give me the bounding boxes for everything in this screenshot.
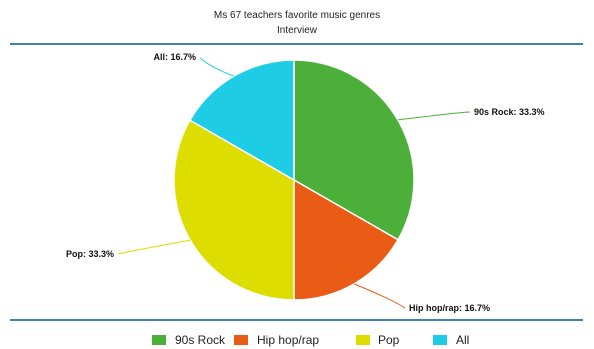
leader-hip-hop-rap — [353, 283, 406, 309]
legend-item-hip-hop-rap[interactable]: Hip hop/rap — [234, 333, 319, 347]
leader-pop — [117, 239, 191, 255]
slice-label-pop: Pop: 33.3% — [66, 249, 114, 259]
chart-title: Ms 67 teachers favorite music genres — [214, 10, 380, 21]
slice-label-all: All: 16.7% — [153, 52, 196, 62]
legend-swatch-90s-rock — [152, 335, 166, 345]
legend-swatch-all — [433, 335, 447, 345]
legend: 90s Rock Hip hop/rap Pop All — [152, 333, 469, 347]
legend-label-all: All — [456, 333, 469, 347]
slice-hip-hop-rap[interactable] — [293, 178, 400, 301]
slice-all[interactable] — [188, 59, 295, 182]
chart-subtitle: Interview — [277, 25, 318, 36]
legend-label-pop: Pop — [378, 333, 400, 347]
slice-label-hip-hop-rap: Hip hop/rap: 16.7% — [409, 303, 490, 313]
legend-label-90s-rock: 90s Rock — [175, 333, 226, 347]
legend-item-pop[interactable]: Pop — [356, 333, 400, 347]
legend-item-90s-rock[interactable]: 90s Rock — [152, 333, 226, 347]
legend-item-all[interactable]: All — [433, 333, 469, 347]
slice-pop[interactable] — [173, 119, 295, 301]
slice-label-90s-rock: 90s Rock: 33.3% — [474, 107, 545, 117]
legend-label-hip-hop-rap: Hip hop/rap — [257, 333, 319, 347]
leader-all — [199, 57, 235, 77]
slice-90s-rock[interactable] — [293, 59, 415, 241]
slice-leader-lines — [117, 57, 471, 309]
pie-slices — [173, 59, 415, 301]
leader-90s-rock — [397, 111, 471, 121]
legend-swatch-pop — [356, 335, 370, 345]
slice-labels: 90s Rock: 33.3% Hip hop/rap: 16.7% Pop: 33… — [66, 52, 545, 313]
legend-swatch-hip-hop-rap — [234, 335, 248, 345]
